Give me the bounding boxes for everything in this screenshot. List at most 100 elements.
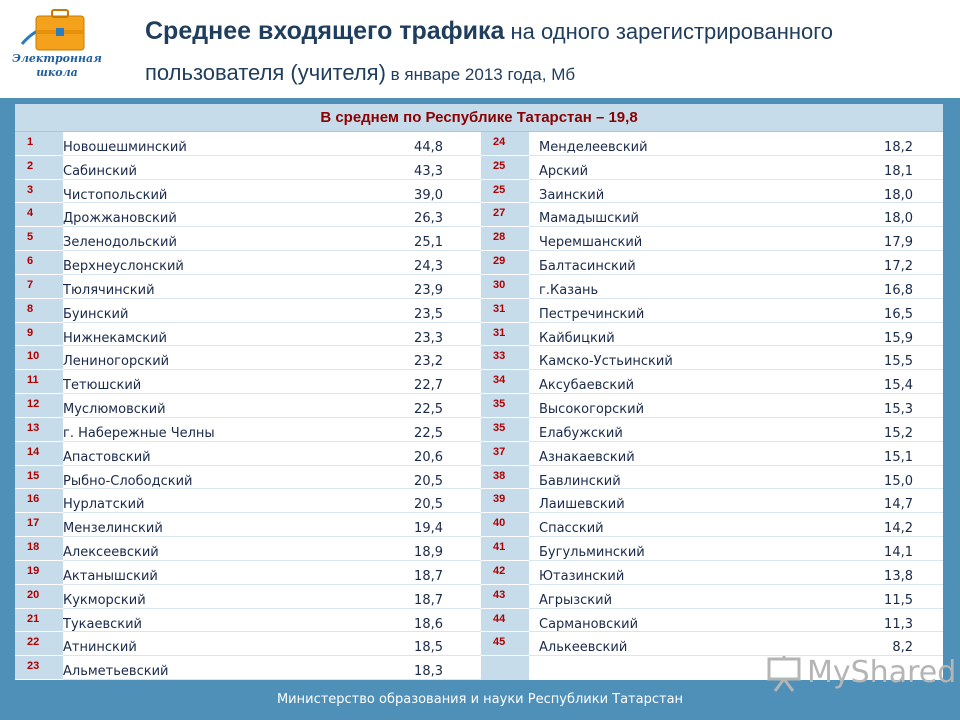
traffic-value: 14,2 [884, 521, 913, 537]
rank-number: 25 [481, 156, 529, 180]
traffic-value: 18,7 [414, 592, 443, 608]
watermark: MyShared [765, 655, 956, 693]
row-divider [63, 226, 481, 228]
rank-number: 23 [15, 656, 63, 680]
district-name: г.Казань [539, 282, 599, 298]
traffic-value: 19,4 [414, 521, 443, 537]
district-name: Пестречинский [539, 306, 645, 322]
traffic-value: 20,6 [414, 449, 443, 465]
traffic-value: 13,8 [884, 568, 913, 584]
district-name: Высокогорский [539, 402, 645, 418]
traffic-value: 18,0 [884, 211, 913, 227]
title-small-part: в январе 2013 года, Мб [385, 65, 576, 84]
title-bold-part: Среднее входящего трафика [145, 17, 505, 45]
traffic-value: 18,1 [884, 163, 913, 179]
row-divider [529, 655, 943, 657]
rank-number: 30 [481, 275, 529, 299]
traffic-value: 23,2 [414, 354, 443, 370]
rank-number: 43 [481, 585, 529, 609]
district-name: Мамадышский [539, 211, 640, 227]
row-divider [63, 154, 481, 156]
row-divider [63, 250, 481, 252]
traffic-value: 15,2 [884, 425, 913, 441]
row-divider [529, 536, 943, 538]
row-divider [529, 321, 943, 323]
traffic-value: 15,0 [884, 473, 913, 489]
top-accent-strip [0, 98, 960, 104]
district-name: Заинский [539, 187, 605, 203]
row-divider [529, 345, 943, 347]
rank-number: 5 [15, 227, 63, 252]
traffic-value: 39,0 [414, 187, 443, 203]
row-divider [63, 512, 481, 514]
rank-number: 7 [15, 275, 63, 299]
rank-number: 34 [481, 370, 529, 395]
logo: Электронная школа [0, 0, 111, 98]
traffic-value: 43,3 [414, 163, 443, 179]
district-name: Аксубаевский [539, 378, 635, 394]
row-divider [63, 440, 481, 442]
row-divider [63, 655, 481, 657]
row-divider [63, 607, 481, 609]
traffic-value: 16,8 [884, 282, 913, 298]
district-name: Арский [539, 163, 589, 179]
rank-column-left [15, 132, 63, 680]
row-divider [63, 416, 481, 418]
title-normal-part: на одного зарегистрированного пользовате… [145, 19, 834, 85]
traffic-value: 15,4 [884, 378, 913, 394]
traffic-value: 15,5 [884, 354, 913, 370]
traffic-value: 15,3 [884, 402, 913, 418]
traffic-value: 23,3 [414, 330, 443, 346]
district-name: Зеленодольский [63, 235, 177, 251]
rank-number: 35 [481, 418, 529, 442]
row-divider [529, 250, 943, 252]
row-divider [529, 464, 943, 466]
district-name: Нижнекамский [63, 330, 167, 346]
district-name: Алексеевский [63, 545, 159, 561]
rank-number: 13 [15, 418, 63, 442]
row-divider [63, 393, 481, 395]
footer-text: Министерство образования и науки Республ… [276, 692, 684, 707]
rank-number: 22 [15, 632, 63, 657]
district-name: Сармановский [539, 616, 639, 632]
row-divider [529, 559, 943, 561]
traffic-value: 24,3 [414, 259, 443, 275]
rank-number: 37 [481, 442, 529, 466]
rank-number: 38 [481, 466, 529, 490]
district-name: Камско-Устьинский [539, 354, 673, 370]
footer: Министерство образования и науки Республ… [0, 680, 960, 720]
row-divider [63, 536, 481, 538]
traffic-value: 17,9 [884, 235, 913, 251]
district-name: Ютазинский [539, 568, 625, 584]
district-name: Чистопольский [63, 187, 168, 203]
district-name: Спасский [539, 521, 604, 537]
rank-number: 6 [15, 251, 63, 275]
district-name: Буинский [63, 306, 129, 322]
watermark-text: MyShared [807, 655, 957, 690]
district-name: Бавлинский [539, 473, 621, 489]
district-name: Азнакаевский [539, 449, 635, 465]
traffic-value: 18,9 [414, 545, 443, 561]
row-divider [529, 297, 943, 299]
rank-number: 40 [481, 513, 529, 538]
rank-number: 29 [481, 251, 529, 275]
rank-number: 41 [481, 537, 529, 561]
district-name: Верхнеуслонский [63, 259, 184, 275]
district-name: Тюлячинский [63, 282, 155, 298]
traffic-value: 18,6 [414, 616, 443, 632]
page-title: Среднее входящего трафика на одного заре… [145, 12, 945, 95]
district-name: Нурлатский [63, 497, 145, 513]
rank-number: 4 [15, 203, 63, 228]
district-name: Алькеевский [539, 640, 628, 656]
traffic-value: 14,7 [884, 497, 913, 513]
rank-number: 42 [481, 561, 529, 585]
rank-number: 27 [481, 203, 529, 228]
district-name: Лаишевский [539, 497, 625, 513]
rank-number: 16 [15, 489, 63, 514]
traffic-value: 11,5 [884, 592, 913, 608]
district-name: г. Набережные Челны [63, 425, 215, 441]
row-divider [529, 583, 943, 585]
traffic-value: 18,2 [884, 140, 913, 155]
row-divider [63, 178, 481, 180]
rank-number: 39 [481, 489, 529, 514]
